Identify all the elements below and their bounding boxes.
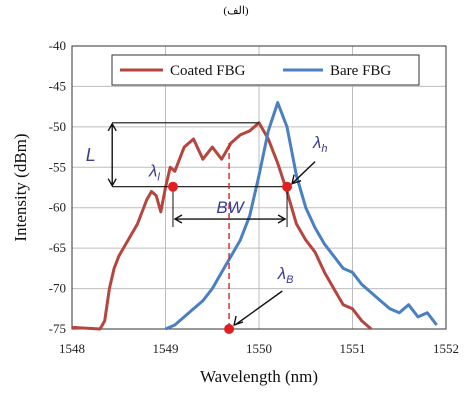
y-tick-label: -55 <box>49 159 66 174</box>
lambda-B-arrow-head <box>233 315 244 327</box>
y-tick-label: -70 <box>49 281 66 296</box>
series-line-bare <box>164 101 438 331</box>
x-axis-title: Wavelength (nm) <box>200 367 318 386</box>
legend: Coated FBG Bare FBG <box>111 54 420 86</box>
plot-frame <box>71 45 447 330</box>
lambda-h-arrow-head <box>291 174 302 185</box>
legend-box <box>111 54 420 86</box>
x-tick-label: 1548 <box>59 341 85 356</box>
y-tick-label: -65 <box>49 240 66 255</box>
x-tick-label: 1550 <box>246 341 272 356</box>
figure-caption: (الف) <box>223 5 249 17</box>
y-tick-label: -75 <box>49 321 66 336</box>
lambda-h-arrow <box>292 161 316 184</box>
lambda-B-arrow <box>234 290 283 326</box>
x-tick-label: 1552 <box>433 341 459 356</box>
L-arrow-head-top <box>107 122 117 132</box>
lambda-l-marker <box>167 181 178 192</box>
BW-label: BW <box>216 198 245 217</box>
L-arrow-head-bottom <box>107 178 117 188</box>
series-line-coated <box>71 121 373 331</box>
y-tick-label: -45 <box>49 78 66 93</box>
y-tick-label: -50 <box>49 119 66 134</box>
y-axis-title: Intensity (dBm) <box>11 133 30 241</box>
lambda-h-label: λh <box>312 133 328 155</box>
lambda-l-label: λl <box>148 162 160 184</box>
legend-entry-bare: Bare FBG <box>330 63 391 79</box>
y-tick-label: -40 <box>49 38 66 53</box>
grid-layer <box>72 46 446 329</box>
ticks-layer: -40 -45 -50 -55 -60 -65 -70 -75 1548 1549 1550 1551… <box>49 38 459 356</box>
x-tick-label: 1549 <box>153 341 179 356</box>
lambda-B-marker <box>224 324 235 334</box>
lambda-h-marker <box>282 181 293 192</box>
lambda-B-label: λB <box>277 264 294 286</box>
BW-arrow-head-right <box>277 214 287 224</box>
series-layer <box>71 101 438 331</box>
y-tick-label: -60 <box>49 200 66 215</box>
x-tick-label: 1551 <box>340 341 366 356</box>
BW-arrow-head-left <box>173 214 183 224</box>
L-label: L <box>86 145 96 165</box>
legend-entry-coated: Coated FBG <box>170 63 246 79</box>
